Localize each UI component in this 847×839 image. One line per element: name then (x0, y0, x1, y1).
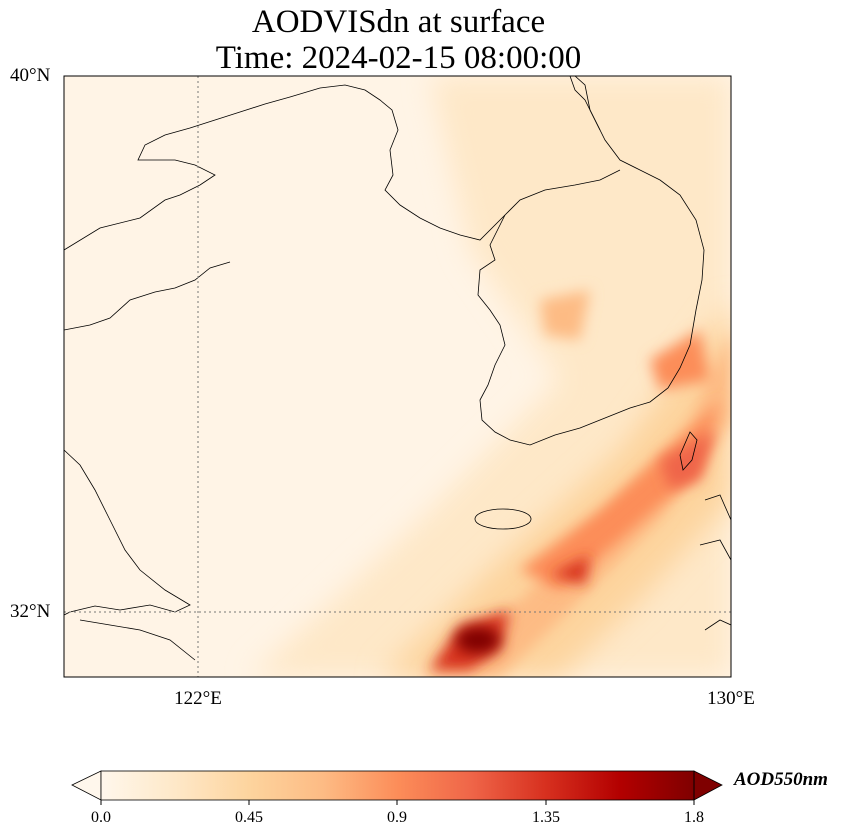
colorbar-extend-max (693, 770, 723, 801)
aod-field (64, 76, 731, 677)
colorbar-tick: 0.0 (91, 809, 111, 826)
lat-label-40n: 40°N (10, 65, 51, 86)
map-title-time: Time: 2024-02-15 08:00:00 (215, 40, 582, 76)
lon-label-130e: 130°E (707, 688, 755, 709)
colorbar-tick: 1.35 (532, 809, 560, 826)
colorbar-gradient (101, 771, 694, 800)
coastlines (64, 76, 731, 661)
colorbar (71, 770, 723, 805)
colorbar-tick: 0.45 (235, 809, 263, 826)
map-frame (63, 75, 732, 678)
colorbar-extend-min (71, 770, 102, 801)
colorbar-tick: 1.8 (684, 809, 704, 826)
colorbar-tick: 0.9 (387, 809, 407, 826)
lon-label-122e: 122°E (174, 688, 222, 709)
lat-label-32n: 32°N (10, 601, 51, 622)
colorbar-label: AOD550nm (734, 769, 828, 790)
map-title-variable: AODVISdn at surface (251, 4, 546, 40)
